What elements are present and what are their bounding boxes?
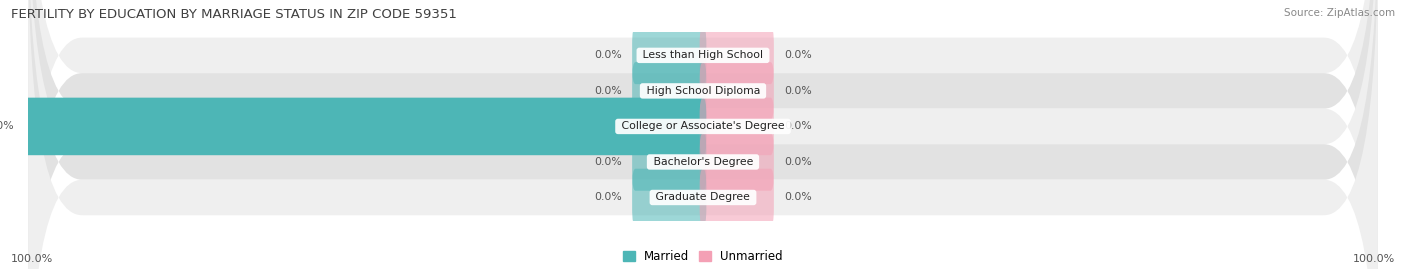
FancyBboxPatch shape <box>700 27 773 84</box>
FancyBboxPatch shape <box>700 98 773 155</box>
Text: 0.0%: 0.0% <box>785 50 811 60</box>
Text: Graduate Degree: Graduate Degree <box>652 193 754 203</box>
Text: 0.0%: 0.0% <box>595 86 621 96</box>
FancyBboxPatch shape <box>28 0 1378 269</box>
Text: Source: ZipAtlas.com: Source: ZipAtlas.com <box>1284 8 1395 18</box>
Legend: Married, Unmarried: Married, Unmarried <box>619 245 787 267</box>
Text: 0.0%: 0.0% <box>595 157 621 167</box>
Text: High School Diploma: High School Diploma <box>643 86 763 96</box>
Text: College or Associate's Degree: College or Associate's Degree <box>619 121 787 132</box>
Text: Less than High School: Less than High School <box>640 50 766 60</box>
FancyBboxPatch shape <box>700 169 773 226</box>
FancyBboxPatch shape <box>633 62 706 120</box>
FancyBboxPatch shape <box>633 133 706 191</box>
Text: 0.0%: 0.0% <box>595 193 621 203</box>
Text: 0.0%: 0.0% <box>785 157 811 167</box>
Text: 100.0%: 100.0% <box>0 121 14 132</box>
Text: Bachelor's Degree: Bachelor's Degree <box>650 157 756 167</box>
Text: 0.0%: 0.0% <box>785 86 811 96</box>
FancyBboxPatch shape <box>633 169 706 226</box>
Text: 100.0%: 100.0% <box>11 254 53 264</box>
FancyBboxPatch shape <box>700 133 773 191</box>
Text: FERTILITY BY EDUCATION BY MARRIAGE STATUS IN ZIP CODE 59351: FERTILITY BY EDUCATION BY MARRIAGE STATU… <box>11 8 457 21</box>
FancyBboxPatch shape <box>28 0 1378 269</box>
Text: 0.0%: 0.0% <box>785 193 811 203</box>
Text: 100.0%: 100.0% <box>1353 254 1395 264</box>
FancyBboxPatch shape <box>25 98 706 155</box>
Text: 0.0%: 0.0% <box>785 121 811 132</box>
FancyBboxPatch shape <box>28 0 1378 269</box>
FancyBboxPatch shape <box>700 62 773 120</box>
Text: 0.0%: 0.0% <box>595 50 621 60</box>
FancyBboxPatch shape <box>28 0 1378 269</box>
FancyBboxPatch shape <box>28 0 1378 269</box>
FancyBboxPatch shape <box>633 27 706 84</box>
